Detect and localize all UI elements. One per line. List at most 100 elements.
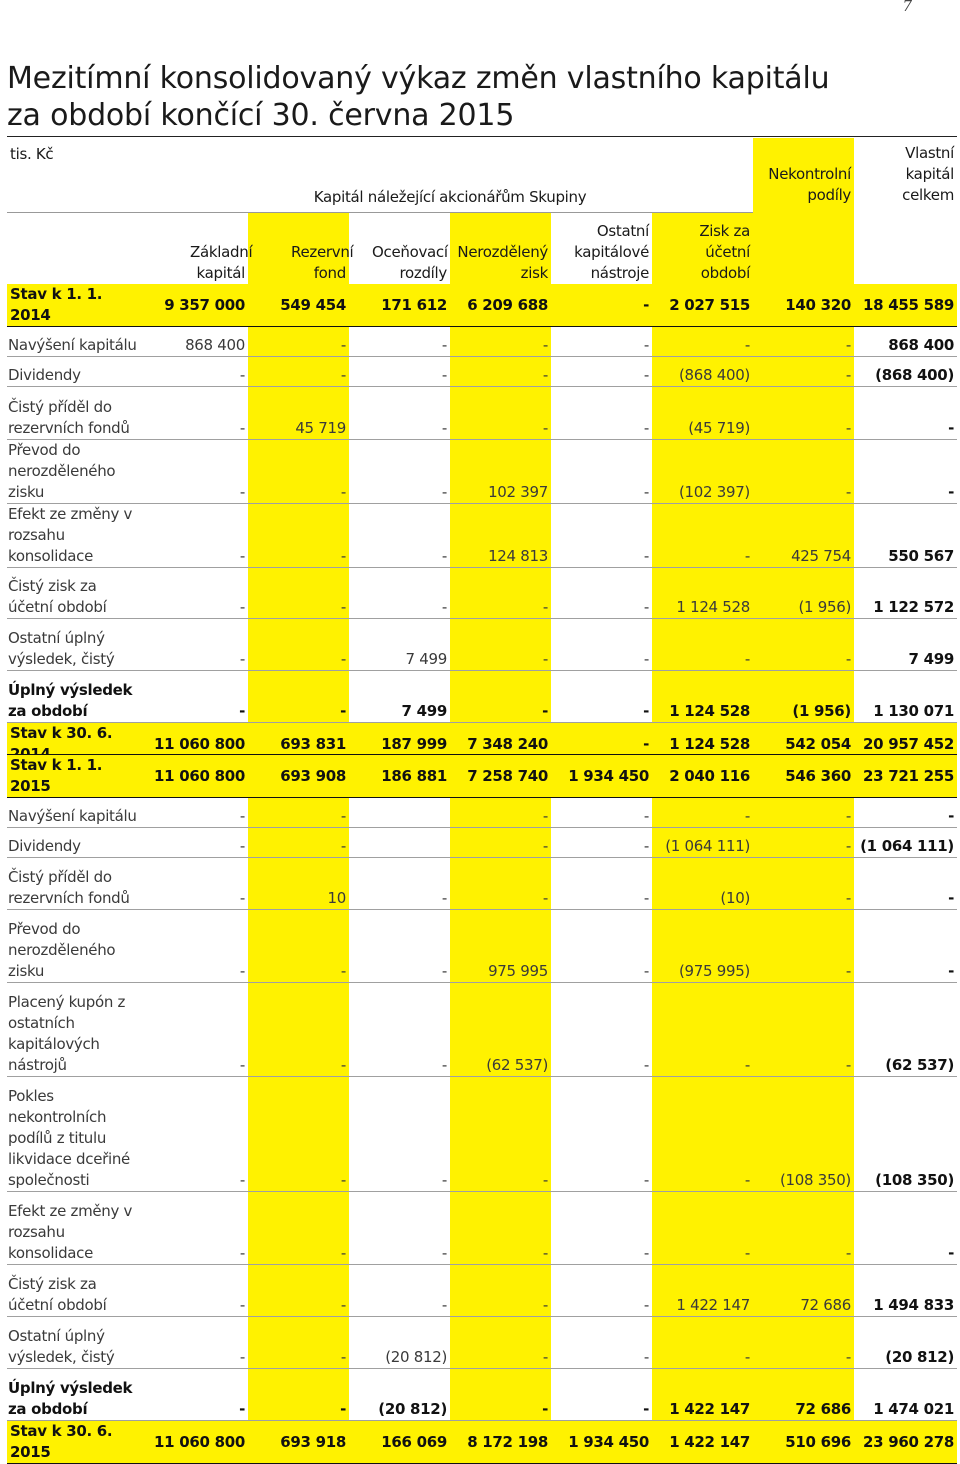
cell-col-2: - — [248, 439, 349, 504]
cell-col-6: 1 124 528 — [652, 670, 753, 723]
table-row: Čistý zisk za účetní období - - - - -1 422 14… — [7, 1264, 957, 1317]
row-label: Čistý příděl do rezervních fondů — [7, 386, 147, 440]
cell-col-1: - — [147, 982, 248, 1077]
row-label: Stav k 1. 1. 2014 — [7, 284, 147, 327]
cell-col-5: - — [551, 356, 652, 387]
table-row: Čistý příděl do rezervních fondů -45 719-… — [7, 386, 957, 440]
cell-col-6: - — [652, 797, 753, 828]
cell-col-1: - — [147, 1191, 248, 1265]
cell-col-7: 546 360 — [753, 754, 854, 798]
cell-col-8: 18 455 589 — [854, 284, 957, 327]
cell-col-4: - — [450, 797, 551, 828]
cell-col-8: - — [854, 439, 957, 504]
cell-col-8: 1 122 572 — [854, 567, 957, 619]
cell-col-7: - — [753, 326, 854, 357]
title-rule — [7, 136, 957, 137]
row-label: Efekt ze změny v rozsahu konsolidace — [7, 503, 147, 568]
row-label: Úplný výsledek za období — [7, 1368, 147, 1421]
title-line-2: za období končící 30. června 2015 — [7, 98, 515, 133]
cell-col-2: - — [248, 567, 349, 619]
cell-col-5: 1 934 450 — [551, 1420, 652, 1464]
table-row: Navýšení kapitálu - - - - - - - — [7, 797, 957, 828]
cell-col-7: - — [753, 1316, 854, 1369]
cell-col-1: - — [147, 1076, 248, 1192]
cell-col-7: 72 686 — [753, 1264, 854, 1317]
cell-col-4: - — [450, 1316, 551, 1369]
cell-col-3: - — [349, 1264, 450, 1317]
table-row: Ostatní úplný výsledek, čistý - -7 499- - - -… — [7, 618, 957, 671]
cell-col-2: - — [248, 503, 349, 568]
cell-col-5: - — [551, 797, 652, 828]
cell-col-3: 186 881 — [349, 754, 450, 798]
cell-col-6: (10) — [652, 857, 753, 910]
cell-col-8: - — [854, 909, 957, 983]
page-number: 7 — [902, 0, 912, 15]
page-title: Mezitímní konsolidovaný výkaz změn vlast… — [7, 60, 957, 134]
cell-col-2: 549 454 — [248, 284, 349, 327]
cell-col-3: - — [349, 982, 450, 1077]
cell-col-6: 1 422 147 — [652, 1368, 753, 1421]
cell-col-7: - — [753, 386, 854, 440]
cell-col-4: - — [450, 827, 551, 858]
cell-col-1: 868 400 — [147, 326, 248, 357]
cell-col-4: - — [450, 1191, 551, 1265]
cell-col-8: 1 494 833 — [854, 1264, 957, 1317]
cell-col-8: 868 400 — [854, 326, 957, 357]
row-label: Navýšení kapitálu — [7, 326, 147, 357]
row-label: Ostatní úplný výsledek, čistý — [7, 618, 147, 671]
cell-col-8: (108 350) — [854, 1076, 957, 1192]
cell-col-4: 102 397 — [450, 439, 551, 504]
cell-col-2: - — [248, 1076, 349, 1192]
cell-col-5: - — [551, 670, 652, 723]
cell-col-5: - — [551, 1191, 652, 1265]
cell-col-7: (108 350) — [753, 1076, 854, 1192]
cell-col-1: - — [147, 1264, 248, 1317]
col-header-zakladni: Základní kapitál — [147, 212, 253, 288]
cell-col-1: - — [147, 670, 248, 723]
cell-col-5: - — [551, 326, 652, 357]
cell-col-6: - — [652, 1191, 753, 1265]
cell-col-7: 510 696 — [753, 1420, 854, 1464]
cell-col-6: - — [652, 982, 753, 1077]
cell-col-2: 10 — [248, 857, 349, 910]
cell-col-8: 23 721 255 — [854, 754, 957, 798]
col-header-ostatni: Ostatní kapitálové nástroje — [551, 212, 652, 288]
cell-col-6: - — [652, 503, 753, 568]
col-header-ocenovaci: Oceňovací rozdíly — [349, 212, 450, 288]
cell-col-6: (102 397) — [652, 439, 753, 504]
cell-col-5: - — [551, 284, 652, 327]
cell-col-1: - — [147, 797, 248, 828]
cell-col-3: - — [349, 857, 450, 910]
cell-col-6: 1 422 147 — [652, 1264, 753, 1317]
cell-col-3: - — [349, 326, 450, 357]
cell-col-8: 550 567 — [854, 503, 957, 568]
row-label: Stav k 30. 6. 2015 — [7, 1420, 147, 1464]
cell-col-3: 7 499 — [349, 670, 450, 723]
cell-col-2: - — [248, 1191, 349, 1265]
cell-col-1: - — [147, 857, 248, 910]
cell-col-1: 9 357 000 — [147, 284, 248, 327]
col-header-nerozdeleny: Nerozdělený zisk — [450, 212, 551, 288]
cell-col-1: 11 060 800 — [147, 754, 248, 798]
cell-col-7: - — [753, 909, 854, 983]
cell-col-3: 7 499 — [349, 618, 450, 671]
cell-col-6: (45 719) — [652, 386, 753, 440]
cell-col-7: - — [753, 857, 854, 910]
cell-col-4: - — [450, 857, 551, 910]
cell-col-5: - — [551, 386, 652, 440]
state-row: Stav k 30. 6. 2015 11 060 800 693 918 166 0… — [7, 1420, 957, 1464]
cell-col-3: - — [349, 567, 450, 619]
cell-col-7: - — [753, 827, 854, 858]
cell-col-6: - — [652, 618, 753, 671]
cell-col-5: - — [551, 1076, 652, 1192]
cell-col-3 — [349, 797, 450, 828]
row-label: Navýšení kapitálu — [7, 797, 147, 828]
cell-col-4: - — [450, 1076, 551, 1192]
cell-col-8: (20 812) — [854, 1316, 957, 1369]
col-header-zisk: Zisk za účetní období — [652, 212, 754, 288]
cell-col-2: - — [248, 1368, 349, 1421]
cell-col-4: 975 995 — [450, 909, 551, 983]
cell-col-3: - — [349, 439, 450, 504]
table-2015: Stav k 1. 1. 2015 11 060 800 693 908 186 88… — [7, 754, 957, 1464]
cell-col-1: - — [147, 439, 248, 504]
